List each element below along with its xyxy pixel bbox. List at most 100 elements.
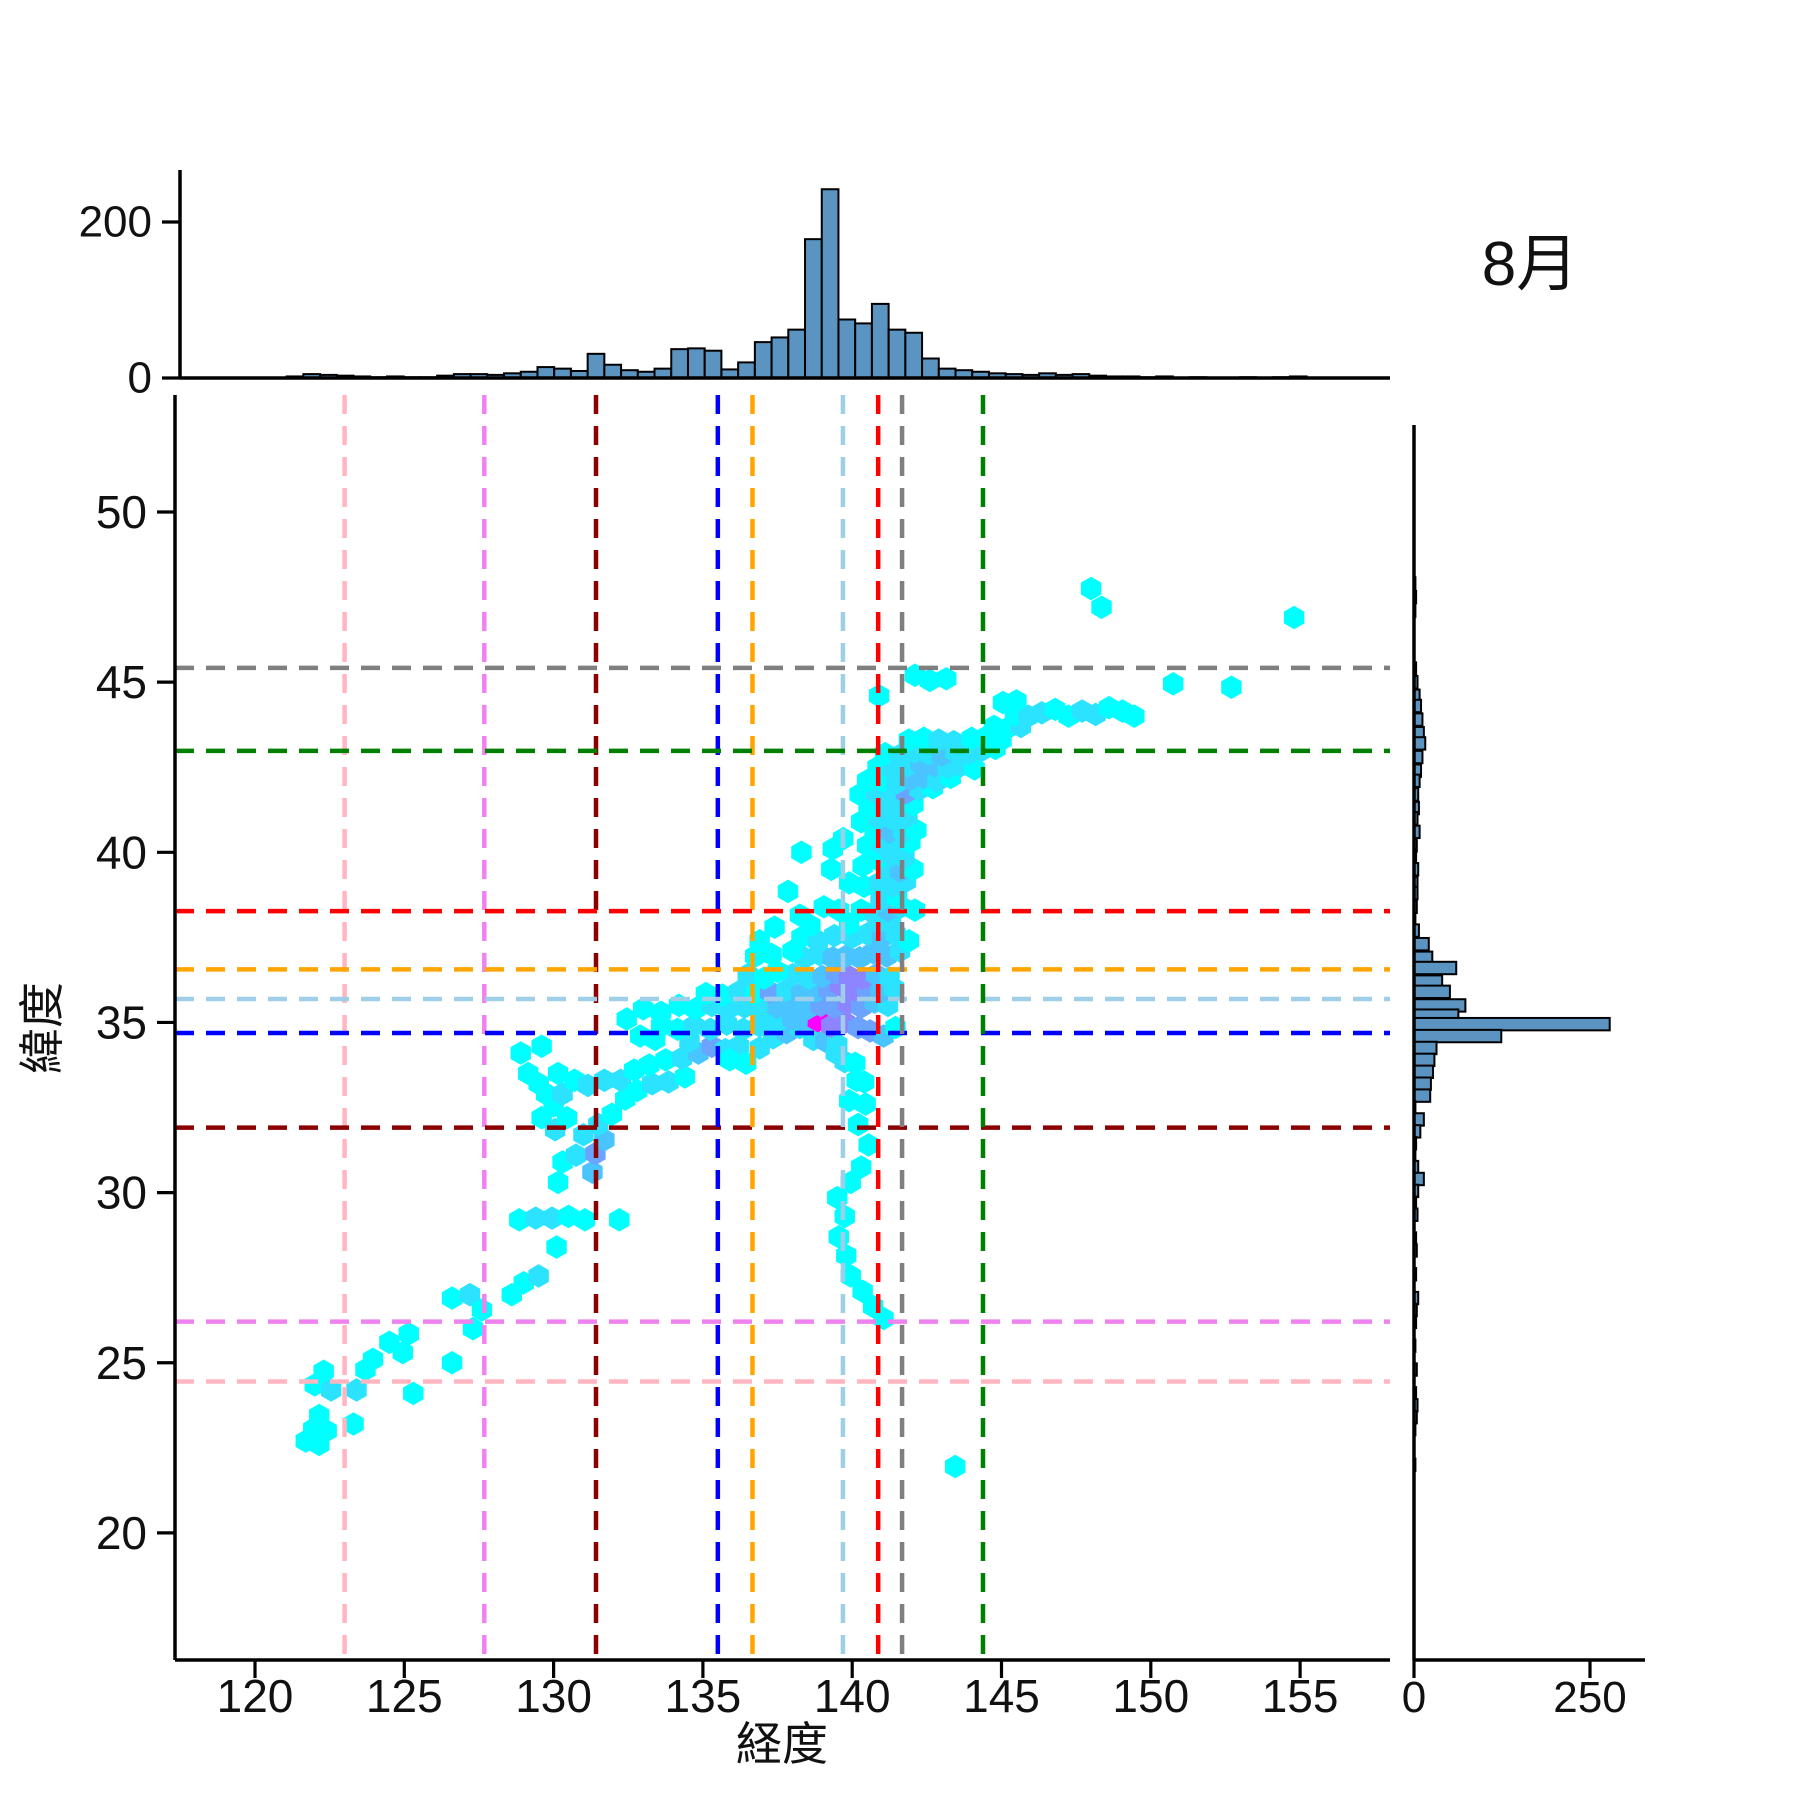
hexbin-cell xyxy=(346,1378,367,1402)
top-marginal-histogram: 0 200 xyxy=(79,170,1390,403)
right-hist-bar xyxy=(1413,1016,1611,1032)
y-axis-label: 緯度 xyxy=(16,982,68,1074)
hexbin-cell xyxy=(855,1092,876,1116)
hexbin-cell xyxy=(528,1264,549,1288)
top-hist-tick-label-0: 0 xyxy=(128,354,152,403)
y-tick-label-45: 45 xyxy=(96,656,147,708)
hexbin-cell xyxy=(847,1112,869,1137)
top-hist-bar xyxy=(586,352,606,380)
top-hist-bar xyxy=(820,188,840,379)
hexbin-cell xyxy=(858,1133,879,1157)
hexbin-cell xyxy=(558,1204,579,1229)
hexbin-cell xyxy=(641,1071,663,1096)
hexbin-cell xyxy=(650,1000,672,1025)
right-marginal-histogram: 0 250 xyxy=(1402,425,1645,1722)
top-hist-bar xyxy=(854,322,873,379)
right-hist-bar xyxy=(1413,1088,1432,1103)
top-hist-bar xyxy=(703,349,723,380)
hexbin-cell xyxy=(943,729,964,754)
right-hist-bar xyxy=(1413,936,1430,952)
top-hist-bar xyxy=(904,331,924,380)
hexbin-cell xyxy=(685,997,706,1021)
x-tick-label-155: 155 xyxy=(1262,1670,1339,1722)
hexbin-cell xyxy=(821,857,842,882)
y-tick-label-50: 50 xyxy=(96,486,147,538)
hexbin-cell xyxy=(616,1007,637,1031)
hexbin-cell xyxy=(852,1279,873,1304)
reference-lines-layer xyxy=(175,395,1390,1660)
hexbin-cell xyxy=(531,1034,552,1059)
hexbin-cell xyxy=(879,966,900,991)
hexbin-cell xyxy=(936,666,957,691)
top-hist-bar xyxy=(870,302,890,379)
top-hist-tick-label-200: 200 xyxy=(79,198,152,247)
hexbin-cell xyxy=(541,1206,563,1230)
plot-title: 8月 xyxy=(1482,230,1578,299)
hexbin-cell xyxy=(509,1208,530,1232)
hexbin-cell xyxy=(868,683,890,708)
right-hist-bar xyxy=(1413,984,1451,1000)
hexbin-cell xyxy=(1221,675,1242,700)
top-hist-bar xyxy=(753,341,773,379)
x-tick-label-145: 145 xyxy=(963,1670,1040,1722)
top-hist-bar xyxy=(603,363,623,379)
hexbin-cell xyxy=(320,1378,342,1402)
hexbin-cell xyxy=(1162,672,1184,696)
y-tick-label-30: 30 xyxy=(96,1167,147,1219)
y-tick-label-25: 25 xyxy=(96,1337,147,1389)
top-hist-bar xyxy=(737,361,756,379)
hexbin-cell xyxy=(547,1061,569,1086)
hexbin-cell xyxy=(840,1170,861,1195)
hexbin-cell xyxy=(471,1298,493,1322)
hexbin-cell xyxy=(1006,689,1027,713)
hexbin-cell xyxy=(577,1073,599,1098)
axes-layer: 120 125 130 135 140 145 150 155 20 25 30 35 40 45 50 xyxy=(96,395,1390,1722)
hexbin-cell xyxy=(582,1160,603,1184)
hexbin-cell xyxy=(638,1053,660,1077)
top-hist-bar xyxy=(787,328,807,380)
hexbin-cell xyxy=(850,1155,872,1179)
right-hist-bar xyxy=(1413,1076,1432,1091)
hexbin-cell xyxy=(846,1068,867,1093)
hexbin-cell xyxy=(574,1208,596,1232)
hexbin-cell xyxy=(403,1381,424,1406)
hexbin-cell xyxy=(658,1070,679,1094)
right-hist-bar xyxy=(1413,1052,1436,1068)
hexbin-cell xyxy=(632,997,654,1021)
x-tick-label-130: 130 xyxy=(515,1670,592,1722)
hexbin-cell xyxy=(459,1282,481,1307)
hexbin-cell xyxy=(565,1143,587,1167)
top-hist-bar xyxy=(837,318,857,379)
top-hist-bar xyxy=(686,347,706,379)
right-hist-bar xyxy=(1413,960,1458,976)
right-hist-tick-label-0: 0 xyxy=(1402,1673,1426,1722)
x-tick-label-120: 120 xyxy=(217,1670,294,1722)
top-hist-bar xyxy=(670,348,689,380)
top-hist-bar xyxy=(770,336,790,380)
hexbin-cell xyxy=(671,1046,693,1070)
y-tick-label-35: 35 xyxy=(96,996,147,1048)
hexbin-cell xyxy=(392,1340,414,1365)
y-tick-label-20: 20 xyxy=(96,1507,147,1559)
hexbin-cell xyxy=(840,1264,861,1288)
hexbin-cell xyxy=(546,1235,567,1259)
hexbin-cell xyxy=(945,1454,966,1479)
top-hist-bar xyxy=(804,238,823,379)
right-hist-bar xyxy=(1413,1064,1435,1079)
hexbin-cell xyxy=(777,879,799,904)
hexbin-cell xyxy=(398,1322,419,1346)
hexbin-cell xyxy=(791,840,812,865)
hexbin-layer xyxy=(295,576,1305,1479)
hexbin-cell xyxy=(518,1061,539,1086)
y-tick-label-40: 40 xyxy=(96,826,147,878)
x-tick-label-125: 125 xyxy=(366,1670,443,1722)
hexbin-cell xyxy=(919,668,941,693)
x-axis-label: 経度 xyxy=(736,1718,828,1770)
hexbin-cell xyxy=(1091,595,1112,620)
x-tick-label-135: 135 xyxy=(665,1670,742,1722)
top-hist-bar xyxy=(887,328,907,380)
hexbin-cell xyxy=(594,1068,615,1093)
hexbin-cell xyxy=(441,1350,463,1375)
